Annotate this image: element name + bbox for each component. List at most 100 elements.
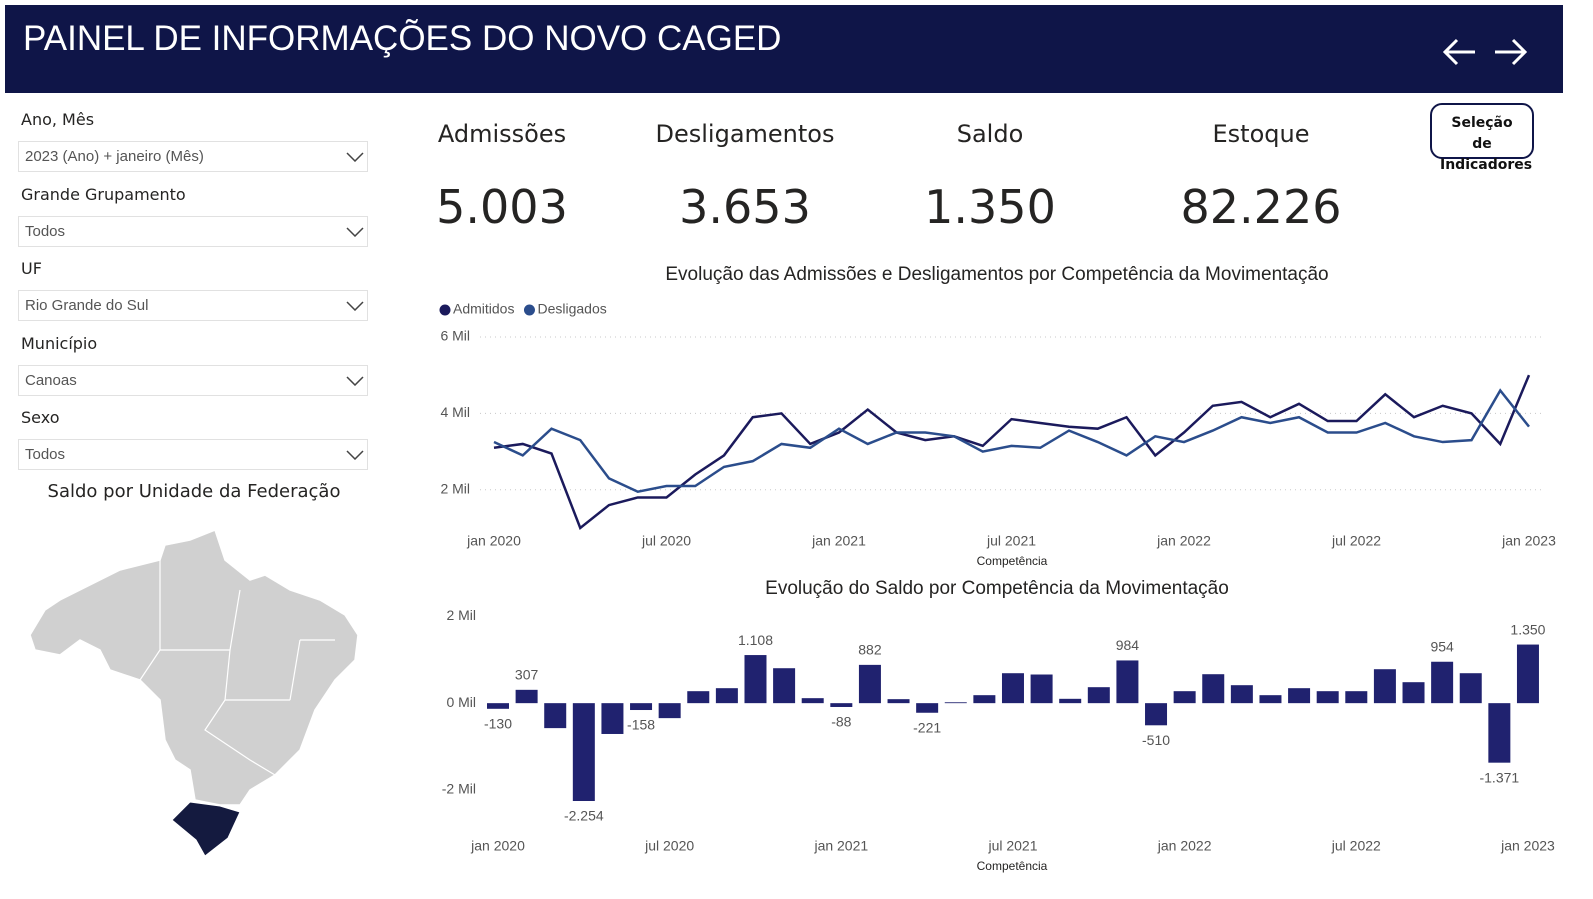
bar (572, 703, 595, 802)
data-label: -88 (831, 714, 851, 730)
x-tick-label: jul 2022 (1331, 533, 1381, 549)
data-label: -510 (1142, 732, 1170, 748)
nav-arrows[interactable] (1435, 30, 1535, 75)
bar (1145, 703, 1168, 726)
bar (1230, 685, 1253, 704)
bar (1059, 698, 1082, 704)
x-tick-label: jul 2021 (987, 838, 1037, 854)
bar (630, 703, 653, 711)
bar (658, 703, 681, 719)
filter-label: UF (21, 259, 42, 279)
bar (1173, 691, 1196, 704)
bar (1459, 673, 1482, 704)
bar (1001, 673, 1024, 704)
bar (1345, 691, 1368, 704)
bar (944, 702, 967, 704)
data-label: 954 (1430, 638, 1454, 654)
bar (858, 664, 881, 704)
x-tick-label: jul 2022 (1331, 838, 1381, 854)
filter-dropdown[interactable]: Todos (18, 439, 368, 471)
bar (801, 698, 824, 704)
filter-dropdown[interactable]: Rio Grande do Sul (18, 290, 368, 322)
data-label: -2.254 (564, 808, 604, 824)
arrow-back[interactable] (1442, 38, 1475, 66)
y-tick-label: 4 Mil (440, 404, 470, 420)
line-series (493, 388, 1530, 494)
chevron (346, 227, 364, 237)
bar (1373, 669, 1396, 704)
kpi-value: 1.350 (924, 180, 1056, 234)
y-tick-label: 0 Mil (446, 694, 476, 710)
x-tick-label: jul 2020 (644, 838, 694, 854)
kpi-label: Desligamentos (655, 120, 835, 148)
chevron (346, 301, 364, 312)
map-title: Saldo por Unidade da Federação (47, 481, 341, 502)
data-label: 984 (1116, 637, 1140, 653)
y-tick-label: -2 Mil (442, 781, 476, 797)
arrow-forward[interactable] (1495, 38, 1528, 66)
data-label: 1.108 (738, 632, 773, 648)
filter-dropdown[interactable]: Todos (18, 215, 368, 247)
legend-label: Desligados (537, 301, 606, 317)
data-label: 307 (515, 667, 539, 683)
x-tick-label: jan 2020 (466, 533, 521, 549)
bar (715, 688, 738, 704)
x-tick-label: jan 2023 (1500, 838, 1555, 854)
header-title: PAINEL DE INFORMAÇÕES DO NOVO CAGED (23, 19, 782, 58)
filter-label: Grande Grupamento (21, 184, 186, 204)
bar (973, 695, 996, 704)
legend-label: Admitidos (453, 301, 514, 317)
bar (916, 703, 939, 713)
data-label: -130 (484, 716, 512, 732)
legend-marker (439, 304, 451, 316)
kpi-value: 82.226 (1180, 180, 1342, 234)
x-tick-label: jul 2020 (641, 533, 691, 549)
x-tick-label: jan 2023 (1501, 533, 1556, 549)
indicator-button[interactable]: Seleção de Indicadores (1430, 103, 1534, 173)
filter-dropdown[interactable]: Canoas (18, 364, 368, 396)
x-axis-title: Competência (977, 859, 1048, 873)
kpi-label: Admissões (437, 120, 567, 148)
header: PAINEL DE INFORMAÇÕES DO NOVO CAGED (5, 5, 1563, 93)
bar (1488, 703, 1511, 763)
kpi-label: Saldo (956, 120, 1024, 148)
bar (1402, 682, 1425, 704)
line-series (493, 374, 1531, 531)
x-tick-label: jan 2022 (1156, 533, 1211, 549)
brazil-map (29, 529, 359, 857)
bar (487, 703, 509, 709)
bar (887, 699, 910, 704)
chart-title: Evolução do Saldo por Competência da Mov… (765, 578, 1229, 599)
bar (1259, 695, 1282, 704)
bar (1516, 644, 1539, 704)
chevron (346, 450, 364, 461)
filter-dropdown[interactable]: 2023 (Ano) + janeiro (Mês) (18, 141, 368, 172)
y-tick-label: 2 Mil (446, 607, 476, 623)
chart-title: Evolução das Admissões e Desligamentos p… (665, 264, 1328, 285)
legend-marker (523, 304, 535, 316)
bar (744, 655, 767, 704)
bar (1030, 674, 1053, 704)
bar (1288, 688, 1311, 704)
bar (773, 668, 796, 704)
data-label: -221 (913, 719, 941, 735)
bar (601, 703, 624, 734)
filter-label: Sexo (21, 408, 60, 428)
map-rs (171, 801, 241, 857)
bar (1202, 674, 1225, 704)
y-tick-label: 2 Mil (440, 481, 470, 497)
bar (515, 689, 538, 704)
chevron (346, 152, 364, 162)
data-label: -1.371 (1479, 769, 1519, 785)
y-tick-label: 6 Mil (440, 328, 470, 344)
filter-label: Município (21, 333, 98, 353)
data-label: -158 (627, 717, 655, 733)
map-states (29, 529, 359, 806)
bar (687, 691, 710, 704)
x-tick-label: jan 2021 (811, 533, 866, 549)
x-tick-label: jan 2021 (813, 838, 868, 854)
kpi-label: Estoque (1212, 120, 1310, 148)
chevron (346, 376, 364, 386)
